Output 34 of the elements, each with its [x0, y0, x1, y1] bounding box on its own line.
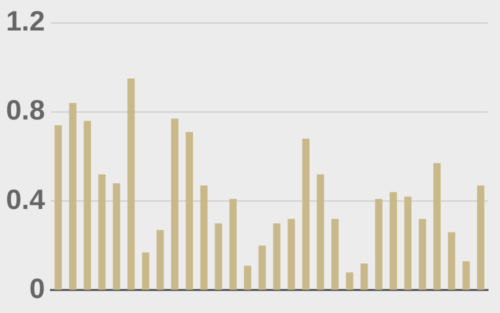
bar	[433, 163, 441, 290]
bar	[171, 118, 178, 290]
bar	[346, 272, 354, 290]
bar	[462, 261, 470, 290]
bar	[288, 218, 295, 290]
bar	[127, 78, 135, 290]
bar	[302, 138, 310, 290]
bar	[112, 183, 120, 290]
bar	[84, 120, 91, 290]
bar	[316, 174, 324, 290]
y-tick-label: 0.4	[6, 184, 46, 215]
bar	[200, 185, 208, 290]
bar	[477, 185, 484, 290]
bar	[244, 266, 252, 290]
bar	[418, 218, 426, 290]
bar	[360, 263, 368, 290]
bar	[375, 198, 382, 290]
bar	[142, 252, 150, 290]
bar	[448, 232, 456, 290]
bar	[229, 198, 237, 290]
bar	[390, 192, 397, 290]
bar	[404, 196, 412, 290]
bar	[156, 230, 164, 290]
bar	[54, 125, 62, 290]
y-tick-label: 0.8	[6, 94, 45, 126]
bar	[258, 246, 266, 290]
bar	[273, 223, 280, 290]
bar	[69, 103, 76, 290]
y-tick-label: 1.2	[6, 6, 45, 37]
bar	[98, 174, 106, 290]
bar	[186, 132, 193, 290]
y-tick-label: 0	[29, 272, 45, 304]
bar	[214, 223, 222, 290]
bar	[331, 218, 339, 290]
